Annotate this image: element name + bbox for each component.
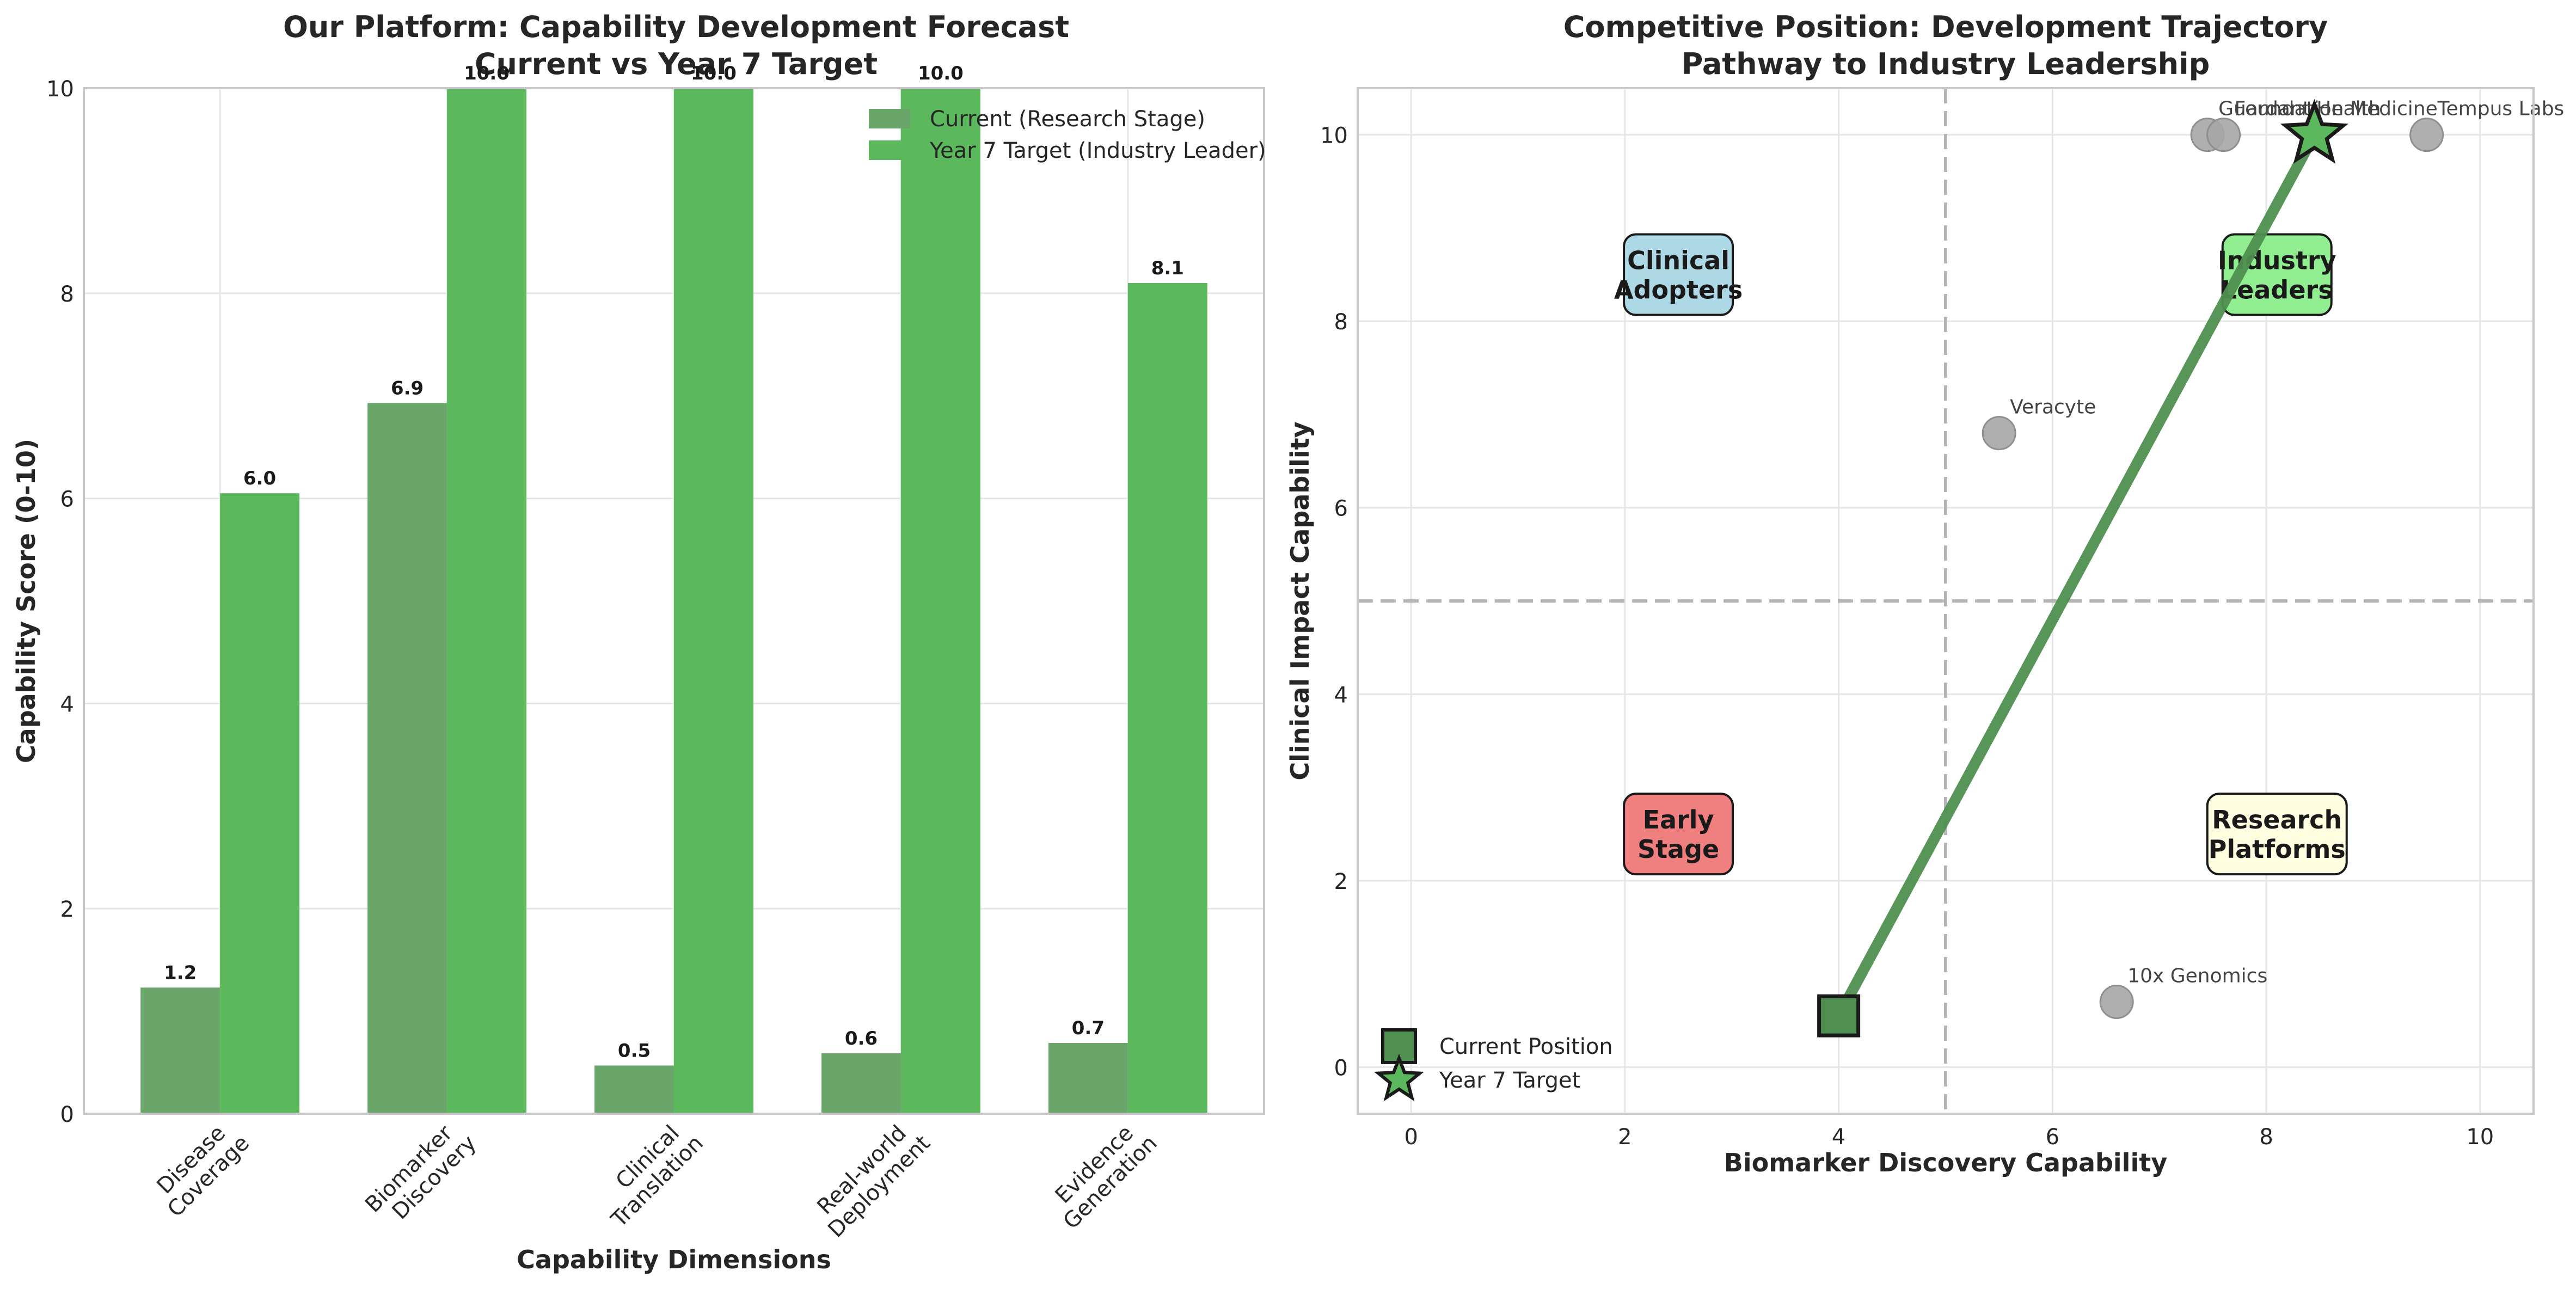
bar-value-label: 8.1 [1151, 257, 1184, 279]
bar-chart-y-tick-label: 10 [46, 77, 74, 102]
competitor-label: 10x Genomics [2127, 965, 2267, 987]
competitor-label: Tempus Labs [2437, 98, 2565, 120]
scatter-chart-trajectory [1817, 99, 2348, 1038]
bar-current [1048, 1043, 1128, 1114]
bar-chart-x-tick-label: BiomarkerDiscovery [360, 1114, 481, 1235]
bar-target [674, 88, 753, 1114]
quadrant-label-box [2206, 793, 2348, 876]
scatter-y-tick-label: 0 [1334, 1055, 1348, 1081]
legend-label: Year 7 Target (Industry Leader) [929, 138, 1266, 163]
bar-chart-title: Our Platform: Capability Development For… [283, 10, 1069, 44]
bar-chart-x-tick-label: EvidenceGeneration [1041, 1114, 1162, 1234]
bar-current [594, 1065, 674, 1114]
bar-value-label: 10.0 [691, 63, 737, 84]
scatter-x-tick-label: 8 [2259, 1125, 2273, 1150]
bar-chart-legend: Current (Research Stage) Year 7 Target (I… [869, 107, 1266, 163]
bar-value-label: 6.9 [391, 377, 424, 399]
bar-target [220, 493, 300, 1114]
bar-chart-x-tick-label: Real-worldDeployment [806, 1114, 935, 1243]
current-position-marker [1817, 994, 1861, 1038]
bar-chart-panel: Our Platform: Capability Development For… [11, 10, 1266, 1274]
competitor-point [1982, 416, 2016, 451]
quadrant-label-box [1623, 793, 1734, 876]
scatter-x-tick-label: 0 [1404, 1125, 1418, 1150]
legend-label: Year 7 Target [1439, 1068, 1580, 1093]
scatter-y-tick-label: 2 [1334, 869, 1348, 894]
bar-value-label: 10.0 [918, 63, 964, 84]
bar-chart-y-tick-label: 0 [60, 1102, 74, 1127]
scatter-chart-subtitle: Pathway to Industry Leadership [1682, 47, 2210, 81]
bar-chart-y-ticks: 0 2 4 6 8 10 [46, 77, 74, 1127]
bar-chart-x-axis-label: Capability Dimensions [517, 1245, 831, 1274]
year7-target-marker [2280, 99, 2348, 164]
bar-chart-x-tick-label: ClinicalTranslation [589, 1114, 708, 1232]
competitor-point [2409, 118, 2444, 152]
quadrant-label-box [1623, 233, 1734, 316]
legend-swatch-target [1374, 1053, 1424, 1102]
competitor-label: Veracyte [2010, 396, 2096, 419]
bar-value-label: 0.7 [1072, 1017, 1105, 1039]
scatter-y-tick-label: 6 [1334, 496, 1348, 521]
bar-current [140, 987, 220, 1114]
scatter-y-tick-label: 8 [1334, 310, 1348, 335]
bar-chart-x-ticks: DiseaseCoverage BiomarkerDiscovery Clinica… [146, 1114, 1162, 1243]
bar-chart-x-tick-label: DiseaseCoverage [146, 1114, 254, 1222]
scatter-chart-frame [1357, 87, 2535, 1115]
scatter-chart-quadrant-dividers [1358, 88, 2534, 1114]
bar-chart-bars [140, 88, 1207, 1114]
bar-chart-data-labels: 1.2 6.9 0.5 0.6 0.7 6.0 10.0 10.0 10.0 8.1 [164, 63, 1184, 1061]
scatter-chart-title: Competitive Position: Development Trajec… [1563, 10, 2328, 44]
bar-value-label: 0.5 [618, 1040, 651, 1061]
quadrant-label: Early Stage [1637, 805, 1719, 864]
competitor-label: Guardant Health [2218, 98, 2381, 120]
scatter-x-tick-label: 10 [2466, 1125, 2494, 1150]
scatter-x-tick-label: 6 [2046, 1125, 2059, 1150]
trajectory-line [1833, 129, 2320, 1022]
scatter-y-tick-label: 4 [1334, 683, 1348, 708]
legend-label: Current (Research Stage) [930, 107, 1205, 132]
legend-swatch [869, 109, 910, 128]
scatter-chart-competitors: 10x Genomics Veracyte Guardant HealthFound… [1982, 98, 2565, 1019]
competitor-point [2206, 118, 2241, 152]
bar-current [821, 1053, 901, 1114]
bar-chart-y-tick-label: 2 [60, 897, 74, 922]
scatter-chart-y-ticks: 0 2 4 6 8 10 [1320, 124, 1348, 1081]
legend-label: Current Position [1439, 1034, 1613, 1059]
bar-chart-y-axis-label: Capability Score (0-10) [11, 439, 41, 763]
bar-target [1127, 283, 1207, 1114]
bar-chart-y-tick-label: 4 [60, 692, 74, 717]
bar-chart-y-tick-label: 6 [60, 487, 74, 512]
bar-value-label: 6.0 [243, 468, 276, 489]
quadrant-label: Research Platforms [2209, 805, 2346, 864]
bar-value-label: 10.0 [464, 63, 510, 84]
scatter-x-tick-label: 2 [1618, 1125, 1632, 1150]
competitor-label: Foundation Medicine [2235, 98, 2438, 120]
bar-value-label: 1.2 [164, 962, 197, 984]
scatter-chart-y-axis-label: Clinical Impact Capability [1285, 421, 1315, 780]
scatter-chart-panel: Competitive Position: Development Trajec… [1285, 10, 2564, 1177]
bar-chart-y-tick-label: 8 [60, 282, 74, 307]
bar-chart-subtitle: Current vs Year 7 Target [475, 47, 878, 81]
quadrant-label: Clinical Adopters [1614, 246, 1743, 305]
legend-swatch [869, 140, 910, 160]
competitor-point [2099, 984, 2134, 1019]
bar-target [900, 88, 980, 1114]
scatter-chart-legend: Current Position Year 7 Target [1374, 1028, 1613, 1102]
scatter-x-tick-label: 4 [1832, 1125, 1845, 1150]
bar-value-label: 0.6 [845, 1028, 878, 1049]
scatter-y-tick-label: 10 [1320, 124, 1348, 149]
bar-chart-frame [83, 87, 1265, 1115]
bar-current [367, 403, 447, 1114]
bar-target [447, 88, 526, 1114]
scatter-chart-x-ticks: 0 2 4 6 8 10 [1404, 1125, 2494, 1150]
scatter-chart-x-axis-label: Biomarker Discovery Capability [1724, 1148, 2167, 1177]
